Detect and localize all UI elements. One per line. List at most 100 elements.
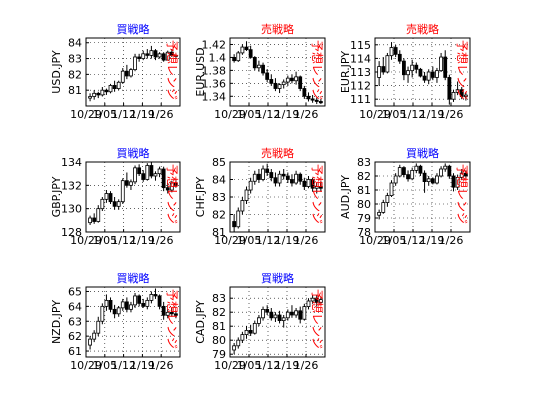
candlestick [124,297,129,313]
candlestick [145,49,150,59]
candle-body [377,66,382,78]
candlestick [302,177,307,190]
x-tick-label: 1/26 [149,108,174,121]
x-tick-label: 1/05 [237,108,262,121]
x-tick-label: 1/19 [420,234,445,247]
candle-body [124,301,129,310]
candle-body [174,313,178,316]
candle-body [145,53,150,56]
y-tick-label: 82 [68,68,82,81]
candlestick [298,172,303,185]
candle-body [129,69,133,77]
candlestick [96,91,101,99]
x-tick-label: 10/29 [214,359,246,372]
candle-body [257,64,261,69]
x-tick-label: 10/29 [214,108,246,121]
candle-body [252,322,257,334]
candlestick [314,97,319,105]
candlestick [426,176,431,186]
x-tick-label: 1/26 [439,234,464,247]
y-tick-label: 81 [212,320,226,333]
candle-body [248,329,253,334]
candle-body [100,89,105,96]
candle-body [169,311,174,315]
y-tick-label: 79 [357,212,371,225]
chart-title: 買戦略 [117,271,150,285]
candlestick [285,75,290,86]
candlestick [96,205,101,223]
candle-body [104,300,109,307]
candlestick [389,42,394,60]
candle-body [120,70,125,83]
candlestick [240,331,245,343]
candlestick [397,164,402,178]
candle-body [145,165,150,180]
candle-body [402,60,406,76]
candle-body [269,172,274,179]
candle-body [112,201,117,207]
plot-frame [374,161,471,233]
y-tick-label: 85 [212,156,226,169]
chart-panel-1: 10/291/051/121/191/26 81 82 83 84 買戦略 USD.JPY 予… [50,22,181,121]
candlestick [290,305,294,318]
candlestick [310,94,315,103]
y-tick-label: 83 [212,292,226,305]
candlestick [422,170,427,193]
candlestick [174,179,178,188]
candle-body [277,173,282,184]
candlestick [169,307,174,317]
candle-body [165,51,170,61]
x-tick-label: 1/26 [149,234,174,247]
candlestick [261,62,265,76]
candle-body [100,305,105,322]
forecast-range-annotation: 予想レンジ [310,40,325,100]
candle-body [88,338,92,346]
candle-body [244,189,249,201]
candlestick [108,191,113,204]
candlestick [137,294,142,307]
candle-body [269,311,274,319]
candlestick [108,297,113,313]
candlestick [120,178,125,204]
chart-panel-4: 10/291/051/121/191/26 128 130 132 134 買戦略 GBP.… [50,146,181,247]
candle-body [116,201,121,207]
candle-body [257,317,261,324]
candle-body [112,85,117,90]
candle-body [410,169,415,180]
candlestick [133,53,137,72]
x-tick-label: 1/19 [420,108,445,121]
candle-body [261,168,265,180]
candlestick [435,173,439,185]
candlestick [96,316,101,337]
x-tick-label: 1/19 [130,108,155,121]
candle-body [290,77,294,82]
candlestick [314,295,319,307]
candlestick [451,173,456,192]
candle-body [108,300,113,310]
candle-body [261,64,265,74]
forecast-range-annotation: 予想レンジ [455,164,470,224]
candle-body [116,307,121,315]
x-tick-label: 1/12 [401,108,426,121]
y-tick-label: 82 [212,306,226,319]
candlestick [294,71,298,85]
candle-body [116,81,121,90]
y-tick-label: 81 [68,84,82,97]
candlestick [174,310,178,319]
candlestick [252,170,257,185]
candlestick [281,169,286,180]
candlestick [248,45,253,59]
candle-body [108,85,113,93]
forecast-range-annotation: 予想レンジ [165,164,180,224]
candlestick [232,343,237,355]
y-tick-label: 113 [350,66,371,79]
candlestick [306,298,311,310]
candlestick [426,69,431,85]
candle-body [402,167,406,176]
forecast-range-annotation: 予想レンジ [310,289,325,349]
y-tick-label: 82 [357,170,371,183]
x-tick-label: 1/26 [294,108,319,121]
